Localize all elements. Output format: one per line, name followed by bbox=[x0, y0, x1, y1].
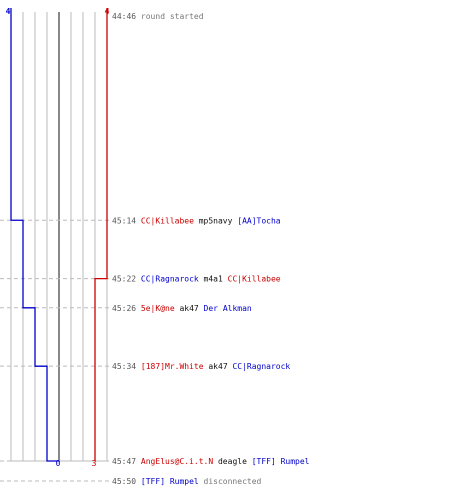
status-event-row: 44:46 round started bbox=[112, 12, 204, 21]
team-b-score-line bbox=[94, 8, 108, 461]
kill-event-row: 45:47 AngElus@C.i.t.N deagle [TFF] Rumpe… bbox=[112, 457, 310, 466]
weapon-name: ak47 bbox=[204, 362, 233, 371]
event-time: 44:46 bbox=[112, 12, 136, 21]
team-score-lines bbox=[10, 8, 108, 462]
team-b-player: [187]Mr.White bbox=[141, 362, 204, 371]
team-b-player: CC|Killabee bbox=[228, 275, 281, 284]
event-time: 45:26 bbox=[112, 304, 136, 313]
event-time: 45:34 bbox=[112, 362, 136, 371]
kill-event-row: 45:34 [187]Mr.White ak47 CC|Ragnarock bbox=[112, 362, 290, 371]
event-status-text: round started bbox=[141, 12, 204, 21]
team-a-player: CC|Ragnarock bbox=[232, 362, 290, 371]
event-time: 45:47 bbox=[112, 457, 136, 466]
team-b-player: CC|Killabee bbox=[141, 216, 194, 225]
team-a-score-line bbox=[10, 8, 59, 462]
team-a-player: [TFF] Rumpel bbox=[252, 457, 310, 466]
team-a-player: [TFF] Rumpel bbox=[141, 477, 199, 486]
team-b-start-score: 4 bbox=[105, 7, 110, 16]
kill-event-row: 45:26 5e|K@ne ak47 Der Alkman bbox=[112, 304, 252, 313]
team-b-player: AngElus@C.i.t.N bbox=[141, 457, 213, 466]
event-guide-lines bbox=[0, 219, 110, 482]
kill-event-row: 45:22 CC|Ragnarock m4a1 CC|Killabee bbox=[112, 275, 281, 284]
weapon-name: ak47 bbox=[175, 304, 204, 313]
weapon-name: deagle bbox=[213, 457, 252, 466]
event-log: 44:46 round started 45:14 CC|Killabee mp5… bbox=[112, 12, 310, 486]
team-a-start-score: 4 bbox=[6, 7, 11, 16]
weapon-name: mp5navy bbox=[194, 216, 237, 225]
team-b-player: 5e|K@ne bbox=[141, 304, 175, 313]
event-time: 45:50 bbox=[112, 477, 136, 486]
team-a-end-score: 0 bbox=[56, 459, 61, 468]
team-a-player: CC|Ragnarock bbox=[141, 275, 199, 284]
team-a-player: Der Alkman bbox=[204, 304, 252, 313]
status-event-row: 45:50 [TFF] Rumpel disconnected bbox=[112, 477, 262, 486]
team-a-player: [AA]Tocha bbox=[237, 216, 281, 225]
team-b-end-score: 3 bbox=[92, 459, 97, 468]
timeline-grid bbox=[10, 12, 108, 462]
event-status-text: disconnected bbox=[199, 477, 262, 486]
weapon-name: m4a1 bbox=[199, 275, 228, 284]
event-time: 45:22 bbox=[112, 275, 136, 284]
event-time: 45:14 bbox=[112, 216, 136, 225]
score-labels: 4 4 0 3 bbox=[6, 7, 110, 468]
kill-event-row: 45:14 CC|Killabee mp5navy [AA]Tocha bbox=[112, 216, 281, 225]
